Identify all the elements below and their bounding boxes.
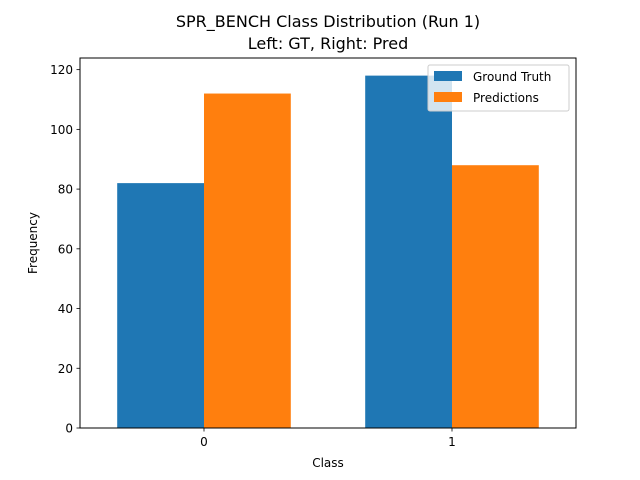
legend-box xyxy=(427,64,570,112)
bar-ground-truth-class-1 xyxy=(365,75,452,428)
x-tick-label: 0 xyxy=(200,435,208,449)
chart-title: SPR_BENCH Class Distribution (Run 1) xyxy=(176,12,480,32)
legend-label-ground-truth: Ground Truth xyxy=(473,70,551,84)
y-tick-label: 80 xyxy=(58,183,73,197)
bar-ground-truth-class-0 xyxy=(117,183,204,428)
y-ticks: 0 20 40 60 80 100 120 xyxy=(50,63,80,436)
legend-swatch-predictions xyxy=(434,92,462,102)
y-tick-label: 100 xyxy=(50,123,73,137)
legend: Ground Truth Predictions xyxy=(427,64,570,112)
bars-group xyxy=(117,75,539,429)
y-axis-label: Frequency xyxy=(26,212,40,274)
y-tick-label: 20 xyxy=(58,362,73,376)
x-axis-label: Class xyxy=(312,456,344,470)
bar-predictions-class-1 xyxy=(452,165,539,428)
y-tick-label: 0 xyxy=(65,422,73,436)
legend-swatch-ground-truth xyxy=(434,71,462,81)
y-tick-label: 120 xyxy=(50,63,73,77)
x-tick-label: 1 xyxy=(448,435,456,449)
chart-subtitle: Left: GT, Right: Pred xyxy=(248,34,409,53)
legend-label-predictions: Predictions xyxy=(473,91,539,105)
y-tick-label: 40 xyxy=(58,302,73,316)
y-tick-label: 60 xyxy=(58,242,73,256)
plot-frame xyxy=(79,57,577,429)
bar-predictions-class-0 xyxy=(204,93,291,429)
